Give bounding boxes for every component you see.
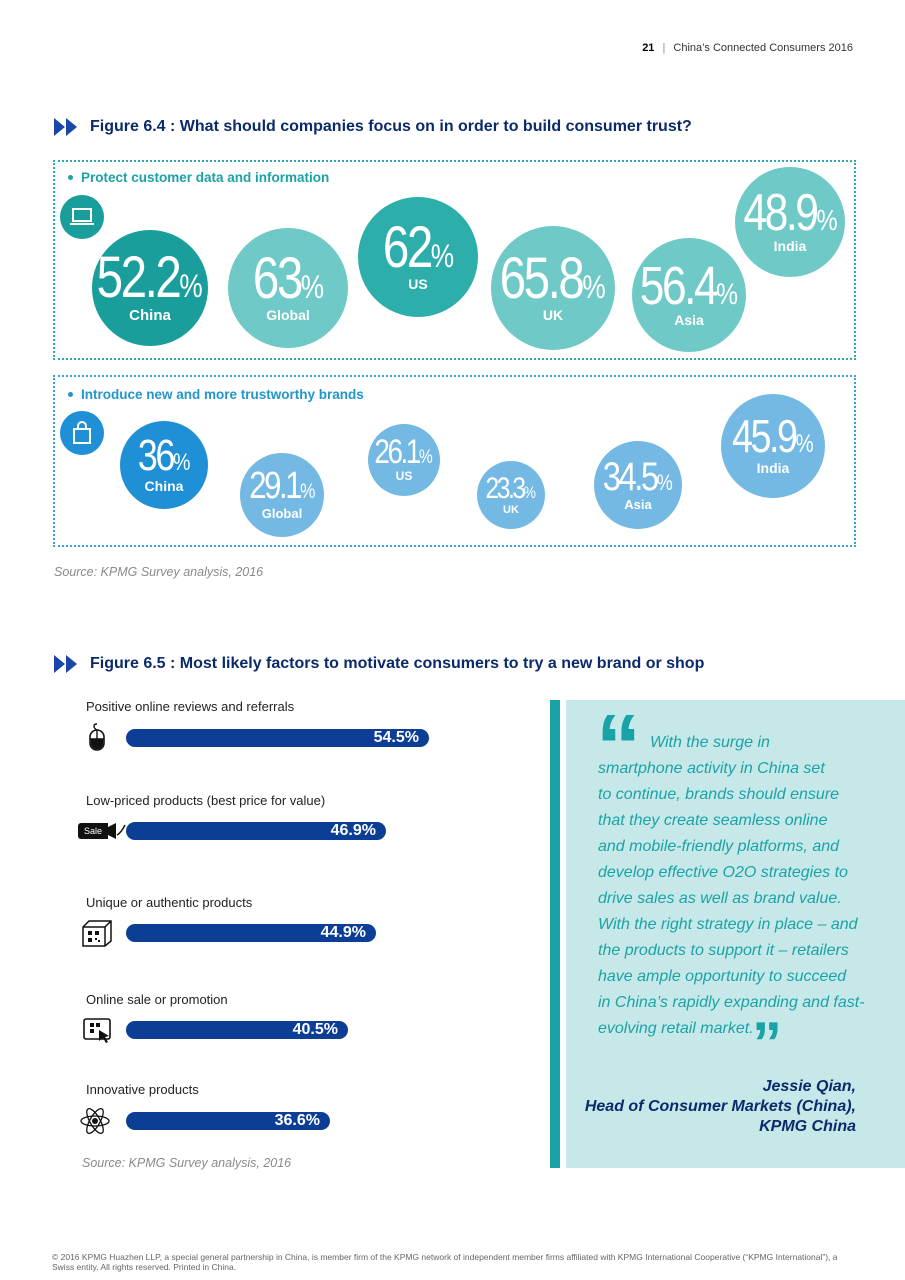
bubble-value: 52.2% [96, 245, 204, 311]
quote-author: Jessie Qian, [762, 1078, 856, 1095]
bubble-uk: 65.8% UK [491, 226, 615, 350]
quote-line: to continue, brands should ensure [598, 786, 840, 803]
bubble-label: US [408, 276, 428, 293]
quote-attribution: Jessie Qian, Head of Consumer Markets (C… [556, 1077, 856, 1137]
mouse-icon [80, 722, 114, 752]
bubble-value: 26.1% [374, 432, 434, 471]
bubble-value: 36% [137, 431, 191, 481]
quote-accent-bar [550, 700, 560, 1168]
bubble-asia: 34.5% Asia [594, 441, 682, 529]
bubble-global: 29.1% Global [240, 453, 324, 537]
qr-box-icon [80, 918, 114, 948]
quote-box [566, 700, 905, 1168]
bubble-us: 26.1% US [368, 424, 440, 496]
bubble-india: 48.9% India [735, 167, 845, 277]
quote-line: have ample opportunity to succeed [598, 968, 847, 985]
quote-line: that they create seamless online [598, 812, 828, 829]
bubble-india: 45.9% India [721, 394, 825, 498]
quote-line: in China’s rapidly expanding and fast- [598, 994, 865, 1011]
atom-icon [78, 1106, 112, 1136]
factor-bar: 36.6% [126, 1112, 330, 1130]
bubble-value: 56.4% [639, 255, 739, 316]
factor-label: Innovative products [86, 1082, 199, 1097]
bubble-label: US [395, 469, 413, 484]
bubble-global: 63% Global [228, 228, 348, 348]
quote-role: Head of Consumer Markets (China), [584, 1098, 856, 1115]
bubble-label: China [144, 477, 184, 494]
bubble-label: Asia [624, 496, 652, 512]
quote-line: With the surge in [650, 734, 770, 751]
bubble-label: UK [503, 503, 519, 516]
factor-label: Online sale or promotion [86, 992, 228, 1007]
footer-copyright: © 2016 KPMG Huazhen LLP, a special gener… [52, 1252, 838, 1272]
publication-title: China’s Connected Consumers 2016 [673, 42, 853, 54]
bubble-uk: 23.3% UK [477, 461, 545, 529]
bubble-value: 62% [382, 214, 454, 280]
factor-label: Positive online reviews and referrals [86, 699, 295, 714]
bubble-value: 45.9% [732, 410, 814, 463]
bubble-label: Global [261, 505, 303, 521]
quote-line: develop effective O2O strategies to [598, 864, 848, 881]
panel-a-heading: Protect customer data and information [68, 170, 329, 185]
bubble-label: India [756, 459, 790, 476]
bubble-label: UK [542, 307, 564, 324]
double-arrow-icon [54, 655, 78, 673]
factor-bar: 44.9% [126, 924, 376, 942]
quote-line: drive sales as well as brand value. [598, 890, 842, 907]
bubble-label: India [773, 238, 807, 255]
figure-6-5-title: Figure 6.5 : Most likely factors to moti… [54, 655, 704, 673]
factor-label: Low-priced products (best price for valu… [86, 793, 326, 808]
figure-6-4-title: Figure 6.4 : What should companies focus… [54, 118, 692, 136]
bubble-us: 62% US [358, 197, 478, 317]
panel-b-heading: Introduce new and more trustworthy brand… [68, 387, 364, 402]
figure-6-4-source: Source: KPMG Survey analysis, 2016 [54, 565, 264, 579]
quote-line: the products to support it – retailers [598, 942, 849, 959]
header-separator: | [662, 42, 666, 54]
quote-org: KPMG China [759, 1118, 856, 1135]
quote-text: With the surge in smartphone activity in … [598, 730, 865, 1042]
bubble-china: 36% China [120, 421, 208, 509]
close-quote-icon: ” [752, 1010, 782, 1077]
bubble-label: Asia [674, 312, 704, 329]
bubble-label: Global [266, 307, 310, 324]
double-arrow-icon [54, 118, 78, 136]
bubble-value: 34.5% [602, 454, 674, 499]
bubble-china: 52.2% China [92, 230, 208, 346]
factor-bar: 40.5% [126, 1021, 348, 1039]
sale-tag-icon: Sale [78, 823, 126, 839]
bubble-value: 65.8% [499, 245, 607, 311]
shopping-bag-icon [60, 411, 104, 455]
panel-new-brands [53, 375, 856, 547]
bubble-value: 23.3% [485, 471, 537, 505]
bubble-label: China [129, 306, 171, 324]
bubble-value: 29.1% [248, 465, 316, 508]
factor-bar: 54.5% [126, 729, 429, 747]
factor-label: Unique or authentic products [86, 895, 253, 910]
page-header: 21 | China’s Connected Consumers 2016 [642, 42, 853, 54]
quote-line: evolving retail market. [598, 1020, 754, 1037]
figure-6-5-source: Source: KPMG Survey analysis, 2016 [82, 1156, 292, 1170]
quote-line: smartphone activity in China set [598, 760, 825, 777]
laptop-icon [60, 195, 104, 239]
panel-protect-data [53, 160, 856, 360]
quote-line: and mobile-friendly platforms, and [598, 838, 840, 855]
page-number: 21 [642, 42, 655, 54]
bubble-value: 48.9% [742, 183, 838, 242]
bubble-value: 63% [252, 245, 324, 311]
factor-bar: 46.9% [126, 822, 386, 840]
qr-scan-icon [80, 1015, 114, 1045]
quote-line: With the right strategy in place – and [598, 916, 858, 933]
open-quote-icon: “ [596, 697, 641, 797]
bubble-asia: 56.4% Asia [632, 238, 746, 352]
